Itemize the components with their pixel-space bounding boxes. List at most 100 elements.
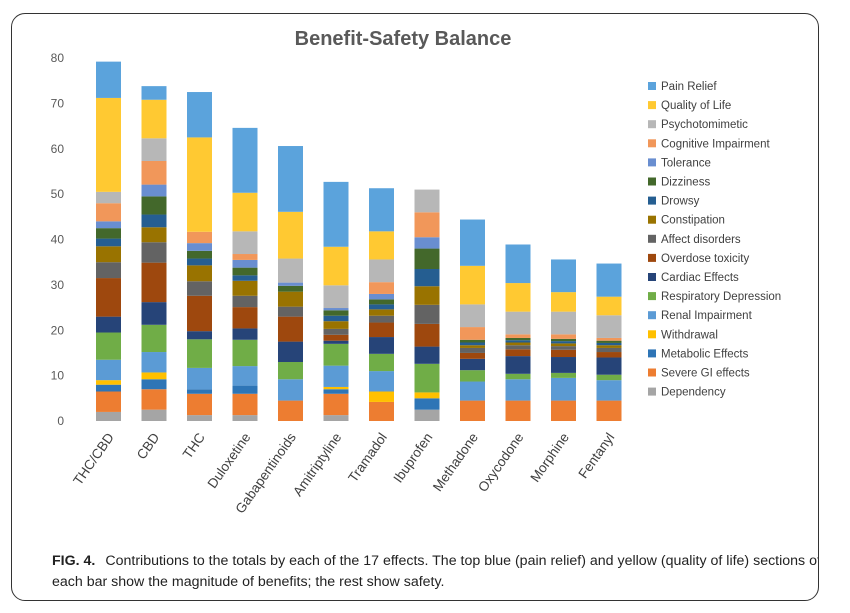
bar-segment <box>96 228 121 239</box>
bar-segment <box>596 380 622 401</box>
legend-swatch <box>648 196 656 205</box>
y-tick-label: 0 <box>57 414 64 428</box>
bar-segment <box>141 379 167 390</box>
bar-segment <box>551 400 576 421</box>
bar-segment <box>369 259 394 283</box>
bar-segment <box>323 334 349 341</box>
bar-segment <box>596 352 622 358</box>
bar-segment <box>369 337 394 354</box>
bar-segment <box>278 146 303 212</box>
bar-segment <box>187 92 212 138</box>
bar-segment <box>232 127 258 193</box>
bar-segment <box>187 281 212 296</box>
bar-segment <box>414 409 440 421</box>
bar-segment <box>596 374 622 381</box>
legend-swatch <box>648 139 656 148</box>
bar-segment <box>187 295 212 332</box>
bar-segment <box>369 391 394 402</box>
bar-segment <box>505 345 531 350</box>
legend-swatch <box>648 177 656 186</box>
bar-segment <box>414 286 440 305</box>
legend-swatch <box>648 253 656 262</box>
x-tick-label: Duloxetine <box>205 430 254 491</box>
bar-segment <box>323 321 349 329</box>
legend-label: Dizziness <box>661 177 710 189</box>
legend-swatch <box>648 101 656 110</box>
legend-swatch <box>648 349 656 358</box>
bar-segment <box>369 293 394 300</box>
legend-label: Psychotomimetic <box>661 119 748 131</box>
bar-segment <box>414 237 440 249</box>
bar-segment <box>232 328 258 340</box>
bar-segment <box>187 331 212 340</box>
legend-label: Cognitive Impairment <box>661 138 770 150</box>
legend-label: Tolerance <box>661 157 711 169</box>
bar-segment <box>323 181 349 247</box>
bar-segment <box>551 357 576 373</box>
legend-label: Cardiac Effects <box>661 272 739 284</box>
legend-label: Drowsy <box>661 196 700 208</box>
bar-segment <box>460 381 485 401</box>
bar-segment <box>187 415 212 421</box>
y-tick-label: 60 <box>51 142 65 156</box>
bar-segment <box>232 192 258 232</box>
y-tick-label: 70 <box>51 96 65 110</box>
bar-segment <box>551 259 576 293</box>
y-tick-label: 20 <box>51 323 65 337</box>
bar-segment <box>278 282 303 286</box>
bar-segment <box>369 401 394 421</box>
caption-label: FIG. 4. <box>52 553 96 569</box>
figure-caption: FIG. 4. Contributions to the totals by ea… <box>52 551 818 593</box>
bar-segment <box>414 346 440 364</box>
chart-title: Benefit-Safety Balance <box>295 28 512 50</box>
bar-segment <box>232 275 258 281</box>
bar-segment <box>96 278 121 317</box>
bar-segment <box>278 341 303 363</box>
bar-segment <box>369 371 394 392</box>
bar-segment <box>460 370 485 382</box>
bar-segment <box>323 386 349 390</box>
bar-segment <box>141 227 167 243</box>
bar-segment <box>323 340 349 344</box>
bar-segment <box>278 211 303 259</box>
legend-label: Pain Relief <box>661 81 717 93</box>
bar-segment <box>414 363 440 393</box>
bar-segment <box>551 377 576 401</box>
bar-segment <box>96 359 121 381</box>
bar-segment <box>369 188 394 232</box>
legend-label: Constipation <box>661 215 725 227</box>
x-tick-label: CBD <box>134 430 163 462</box>
bar-segment <box>96 332 121 360</box>
bar-segment <box>460 342 485 346</box>
legend-label: Dependency <box>661 387 726 399</box>
legend-label: Metabolic Effects <box>661 348 749 360</box>
bar-segment <box>323 310 349 316</box>
bar-segment <box>232 415 258 421</box>
bar-segment <box>596 400 622 421</box>
x-tick-label: THC <box>180 430 208 462</box>
x-tick-label: Methadone <box>430 430 481 494</box>
x-tick-label: Morphine <box>527 430 572 485</box>
x-tick-label: Tramadol <box>345 430 390 485</box>
bar-segment <box>96 97 121 192</box>
bar-segment <box>551 343 576 347</box>
legend-label: Severe GI effects <box>661 368 750 380</box>
x-tick-label: Ibuprofen <box>390 430 435 485</box>
bar-segment <box>96 238 121 247</box>
bar-segment <box>596 342 622 346</box>
bar-segment <box>187 231 212 244</box>
bar-segment <box>141 262 167 303</box>
bar-segment <box>596 337 622 341</box>
bar-segment <box>96 380 121 385</box>
bar-segment <box>369 322 394 338</box>
bar-segment <box>278 285 303 292</box>
bar-segment <box>96 384 121 392</box>
bar-segment <box>369 231 394 260</box>
y-tick-label: 40 <box>51 233 65 247</box>
bar-segment <box>460 327 485 340</box>
bar-segment <box>414 212 440 238</box>
bar-segment <box>414 268 440 287</box>
legend-swatch <box>648 234 656 243</box>
bar-segment <box>414 392 440 399</box>
bar-segment <box>596 263 622 297</box>
